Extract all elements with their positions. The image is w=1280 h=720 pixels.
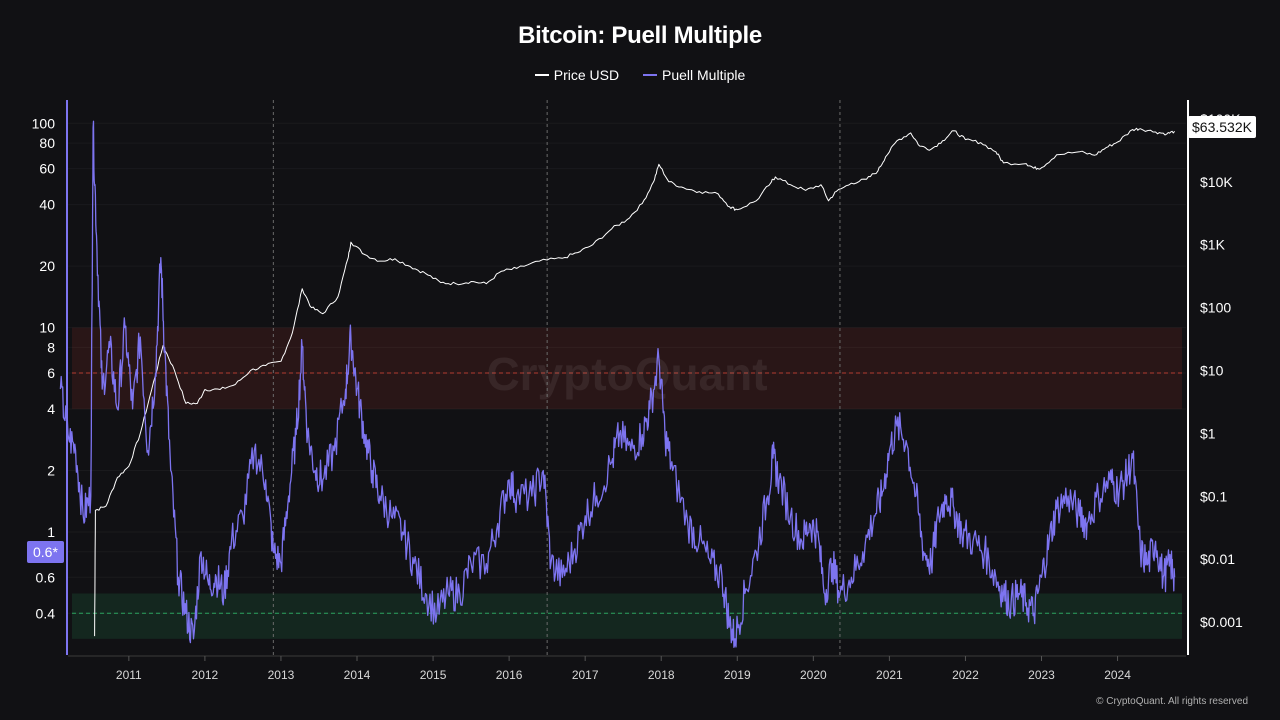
- x-axis-tick-label: 2015: [420, 668, 447, 682]
- left-axis-tick-label: 40: [39, 197, 55, 213]
- left-axis-tick-label: 4: [47, 401, 55, 417]
- band-undervalued: [72, 593, 1182, 639]
- x-axis-tick-label: 2018: [648, 668, 675, 682]
- right-axis-tick-label: $0.01: [1200, 551, 1235, 567]
- legend-item-price[interactable]: Price USD: [534, 67, 620, 83]
- x-axis-tick-label: 2014: [344, 668, 371, 682]
- price-usd-line: [94, 127, 1175, 637]
- legend-item-puell[interactable]: Puell Multiple: [642, 67, 746, 83]
- left-axis-tick-label: 100: [32, 115, 56, 131]
- x-axis-tick-label: 2023: [1028, 668, 1055, 682]
- right-axis-tick-label: $0.1: [1200, 488, 1227, 504]
- right-axis-tick-label: $10K: [1200, 174, 1233, 190]
- watermark: CryptoQuant: [486, 348, 767, 400]
- x-axis-tick-label: 2020: [800, 668, 827, 682]
- x-axis-tick-label: 2012: [192, 668, 219, 682]
- left-axis-tick-label: 0.6: [36, 569, 56, 585]
- left-axis-tick-label: 10: [39, 320, 55, 336]
- legend-label-puell: Puell Multiple: [661, 67, 746, 83]
- left-axis-tick-label: 1: [47, 524, 55, 540]
- puell-value-badge: 0.6*: [27, 541, 64, 563]
- price-value-badge: $63.532K: [1188, 116, 1256, 138]
- right-axis-tick-label: $0.001: [1200, 614, 1243, 630]
- band-overheated: [72, 327, 1182, 409]
- left-axis-tick-label: 2: [47, 462, 55, 478]
- x-axis-tick-label: 2011: [116, 668, 142, 682]
- right-axis-tick-label: $1: [1200, 425, 1216, 441]
- x-axis-tick-label: 2013: [268, 668, 295, 682]
- left-axis-tick-label: 80: [39, 135, 55, 151]
- x-axis-tick-label: 2016: [496, 668, 523, 682]
- chart-legend: Price USD Puell Multiple: [0, 63, 1280, 83]
- left-axis-tick-label: 0.4: [36, 605, 56, 621]
- x-axis-tick-label: 2022: [952, 668, 979, 682]
- legend-label-price: Price USD: [553, 67, 620, 83]
- grid-layer: [68, 100, 1186, 655]
- x-axis-tick-label: 2024: [1104, 668, 1131, 682]
- left-axis-tick-label: 8: [47, 339, 55, 355]
- x-axis-tick-label: 2021: [876, 668, 903, 682]
- legend-swatch-puell: [642, 74, 657, 76]
- left-axis-tick-label: 20: [39, 258, 55, 274]
- x-axis-tick-label: 2017: [572, 668, 599, 682]
- series-layer: [59, 120, 1176, 648]
- legend-swatch-price: [534, 74, 549, 76]
- x-axis-tick-label: 2019: [724, 668, 751, 682]
- puell-multiple-line: [59, 120, 1176, 648]
- right-axis-tick-label: $1K: [1200, 237, 1226, 253]
- left-axis-tick-label: 60: [39, 161, 55, 177]
- left-axis-tick-label: 6: [47, 365, 55, 381]
- chart-title: Bitcoin: Puell Multiple: [518, 22, 762, 49]
- right-axis-tick-label: $10: [1200, 363, 1224, 379]
- right-axis-tick-label: $100: [1200, 300, 1231, 316]
- band-layer: [72, 327, 1182, 639]
- copyright-text: © CryptoQuant. All rights reserved: [1096, 696, 1248, 707]
